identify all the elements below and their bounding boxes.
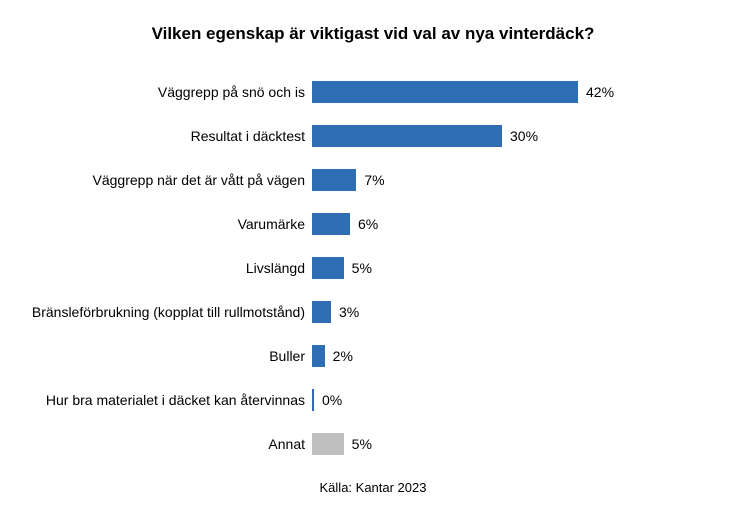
category-label: Livslängd — [0, 260, 305, 276]
value-label: 2% — [333, 348, 353, 364]
chart-row: Buller 2% — [0, 334, 746, 378]
category-label: Väggrepp när det är vått på vägen — [0, 172, 305, 188]
bar — [312, 433, 344, 455]
category-label: Bränsleförbrukning (kopplat till rullmot… — [0, 304, 305, 320]
value-label: 5% — [352, 260, 372, 276]
chart-source: Källa: Kantar 2023 — [0, 480, 746, 495]
value-label: 3% — [339, 304, 359, 320]
bar — [312, 125, 502, 147]
bar — [312, 345, 325, 367]
value-label: 5% — [352, 436, 372, 452]
bar — [312, 257, 344, 279]
value-label: 0% — [322, 392, 342, 408]
chart-row: Bränsleförbrukning (kopplat till rullmot… — [0, 290, 746, 334]
category-label: Väggrepp på snö och is — [0, 84, 305, 100]
category-label: Varumärke — [0, 216, 305, 232]
bar — [312, 213, 350, 235]
bar — [312, 301, 331, 323]
chart-row: Väggrepp när det är vått på vägen 7% — [0, 158, 746, 202]
chart-title: Vilken egenskap är viktigast vid val av … — [0, 24, 746, 44]
value-label: 42% — [586, 84, 614, 100]
chart-container: Vilken egenskap är viktigast vid val av … — [0, 0, 746, 527]
chart-row: Resultat i däcktest 30% — [0, 114, 746, 158]
category-label: Resultat i däcktest — [0, 128, 305, 144]
category-label: Hur bra materialet i däcket kan återvinn… — [0, 392, 305, 408]
chart-row: Varumärke 6% — [0, 202, 746, 246]
bar — [312, 81, 578, 103]
bar — [312, 389, 314, 411]
value-label: 30% — [510, 128, 538, 144]
chart-row: Hur bra materialet i däcket kan återvinn… — [0, 378, 746, 422]
category-label: Buller — [0, 348, 305, 364]
value-label: 7% — [364, 172, 384, 188]
value-label: 6% — [358, 216, 378, 232]
category-label: Annat — [0, 436, 305, 452]
chart-row: Annat 5% — [0, 422, 746, 466]
chart-row: Väggrepp på snö och is 42% — [0, 70, 746, 114]
bar — [312, 169, 356, 191]
chart-row: Livslängd 5% — [0, 246, 746, 290]
